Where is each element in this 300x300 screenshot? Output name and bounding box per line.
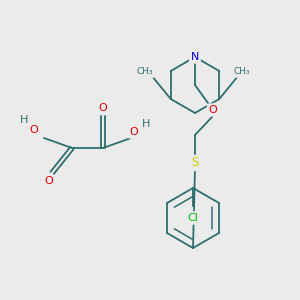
Text: S: S bbox=[191, 157, 199, 169]
Text: O: O bbox=[130, 127, 138, 137]
Text: CH₃: CH₃ bbox=[234, 68, 250, 76]
Text: O: O bbox=[45, 176, 53, 186]
Text: H: H bbox=[20, 115, 28, 125]
Text: N: N bbox=[191, 52, 199, 62]
Text: O: O bbox=[30, 125, 38, 135]
Text: H: H bbox=[142, 119, 150, 129]
Text: O: O bbox=[208, 105, 217, 115]
Text: CH₃: CH₃ bbox=[136, 68, 153, 76]
Text: Cl: Cl bbox=[188, 213, 198, 223]
Text: O: O bbox=[99, 103, 107, 113]
